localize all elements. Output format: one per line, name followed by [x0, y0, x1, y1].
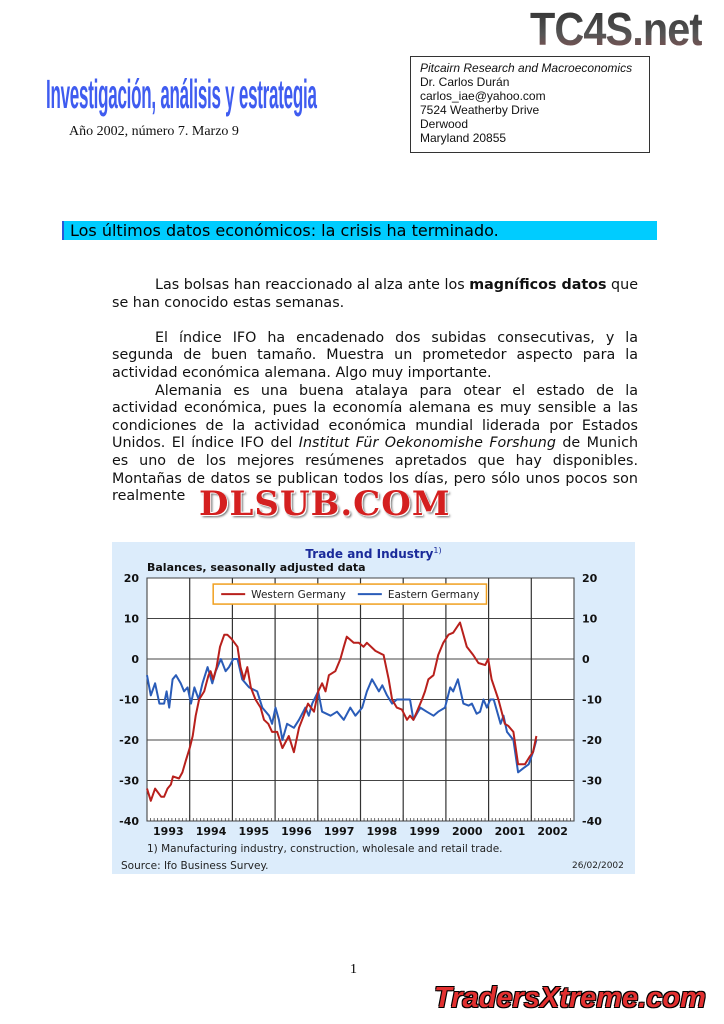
x-tick-label: 1994 — [196, 825, 227, 838]
x-tick-label: 1993 — [153, 825, 184, 838]
series-line-eastern-germany — [146, 658, 538, 774]
text: Alemania es una buena atalaya para otear… — [112, 382, 638, 452]
y-tick-label-right: 20 — [582, 572, 598, 585]
y-tick-label-right: -30 — [582, 775, 602, 788]
x-tick-label: 1998 — [367, 825, 398, 838]
address-email: carlos_iae@yahoo.com — [420, 89, 546, 103]
chart-title-text: Trade and Industry — [305, 547, 434, 561]
x-tick-label: 2000 — [452, 825, 483, 838]
x-tick-label: 1999 — [409, 825, 440, 838]
y-tick-label-right: -20 — [582, 734, 602, 747]
section-headline: Los últimos datos económicos: la crisis … — [62, 221, 657, 240]
x-tick-label: 1996 — [281, 825, 312, 838]
tradersxtreme-watermark: TradersXtreme.com — [434, 982, 706, 1014]
x-tick-label: 2001 — [495, 825, 526, 838]
masthead-title: Investigación, análisis y estrategia — [46, 72, 317, 118]
chart-subtitle: Balances, seasonally adjusted data — [147, 561, 366, 574]
chart-title: Trade and Industry1) — [112, 543, 635, 562]
line-chart: 20 20 10 10 0 0 -10 -10 -20 -20 -30 -30 -40 -40 1993 19… — [119, 572, 602, 838]
text: Las bolsas han reaccionado al alza ante … — [155, 277, 470, 293]
chart-source: Source: Ifo Business Survey. — [121, 860, 269, 872]
address-state-zip: Maryland 20855 — [420, 131, 507, 145]
address-street: 7524 Weatherby Drive — [420, 103, 540, 117]
address-city: Derwood — [420, 117, 469, 131]
footnote-mark: 1) — [433, 546, 442, 555]
chart-date: 26/02/2002 — [572, 861, 624, 871]
article-body: Las bolsas han reaccionado al alza ante … — [112, 277, 638, 506]
y-tick-label-left: -30 — [119, 775, 139, 788]
text: de Munich es uno de los mejores resúmene… — [112, 435, 638, 505]
text: que se han conocido estas semanas. — [112, 277, 638, 311]
italic-text: Institut Für Oekonomishe Forshung — [298, 435, 556, 452]
y-tick-label-left: -40 — [119, 815, 139, 828]
x-tick-label: 1995 — [238, 825, 269, 838]
page-number: 1 — [350, 962, 357, 977]
address-box: Pitcairn Research and Macroeconomics Dr.… — [410, 56, 650, 153]
y-tick-label-left: 20 — [124, 572, 140, 585]
address-org: Pitcairn Research and Macroeconomics — [420, 61, 633, 75]
y-tick-label-left: -20 — [119, 734, 139, 747]
issue-line: Año 2002, número 7. Marzo 9 — [69, 124, 239, 139]
legend-label-eastern: Eastern Germany — [388, 589, 480, 601]
address-name: Dr. Carlos Durán — [420, 75, 510, 89]
y-tick-label-left: 0 — [131, 653, 139, 666]
paragraph-3: Alemania es una buena atalaya para otear… — [112, 383, 638, 506]
y-tick-label-right: -10 — [582, 694, 602, 707]
y-tick-label-left: -10 — [119, 694, 139, 707]
paragraph-2: El índice IFO ha encadenado dos subidas … — [112, 329, 638, 381]
chart-footnote: 1) Manufacturing industry, construction,… — [147, 843, 503, 855]
paragraph-1: Las bolsas han reaccionado al alza ante … — [112, 277, 638, 312]
legend-box — [212, 583, 488, 605]
legend-label-western: Western Germany — [251, 589, 346, 601]
tc4s-watermark: TC4S.net — [530, 3, 703, 55]
bold-text: magníficos datos — [469, 277, 607, 293]
chart-figure: Trade and Industry1) Balances, seasonall… — [112, 542, 635, 874]
series-line-western-germany — [146, 621, 538, 802]
x-tick-label: 2002 — [537, 825, 568, 838]
dlsub-watermark: DLSUB.COM — [199, 484, 451, 524]
y-tick-label-right: 10 — [582, 613, 598, 626]
x-tick-label: 1997 — [324, 825, 355, 838]
y-tick-label-right: 0 — [582, 653, 590, 666]
y-tick-label-right: -40 — [582, 815, 602, 828]
y-tick-label-left: 10 — [124, 613, 140, 626]
